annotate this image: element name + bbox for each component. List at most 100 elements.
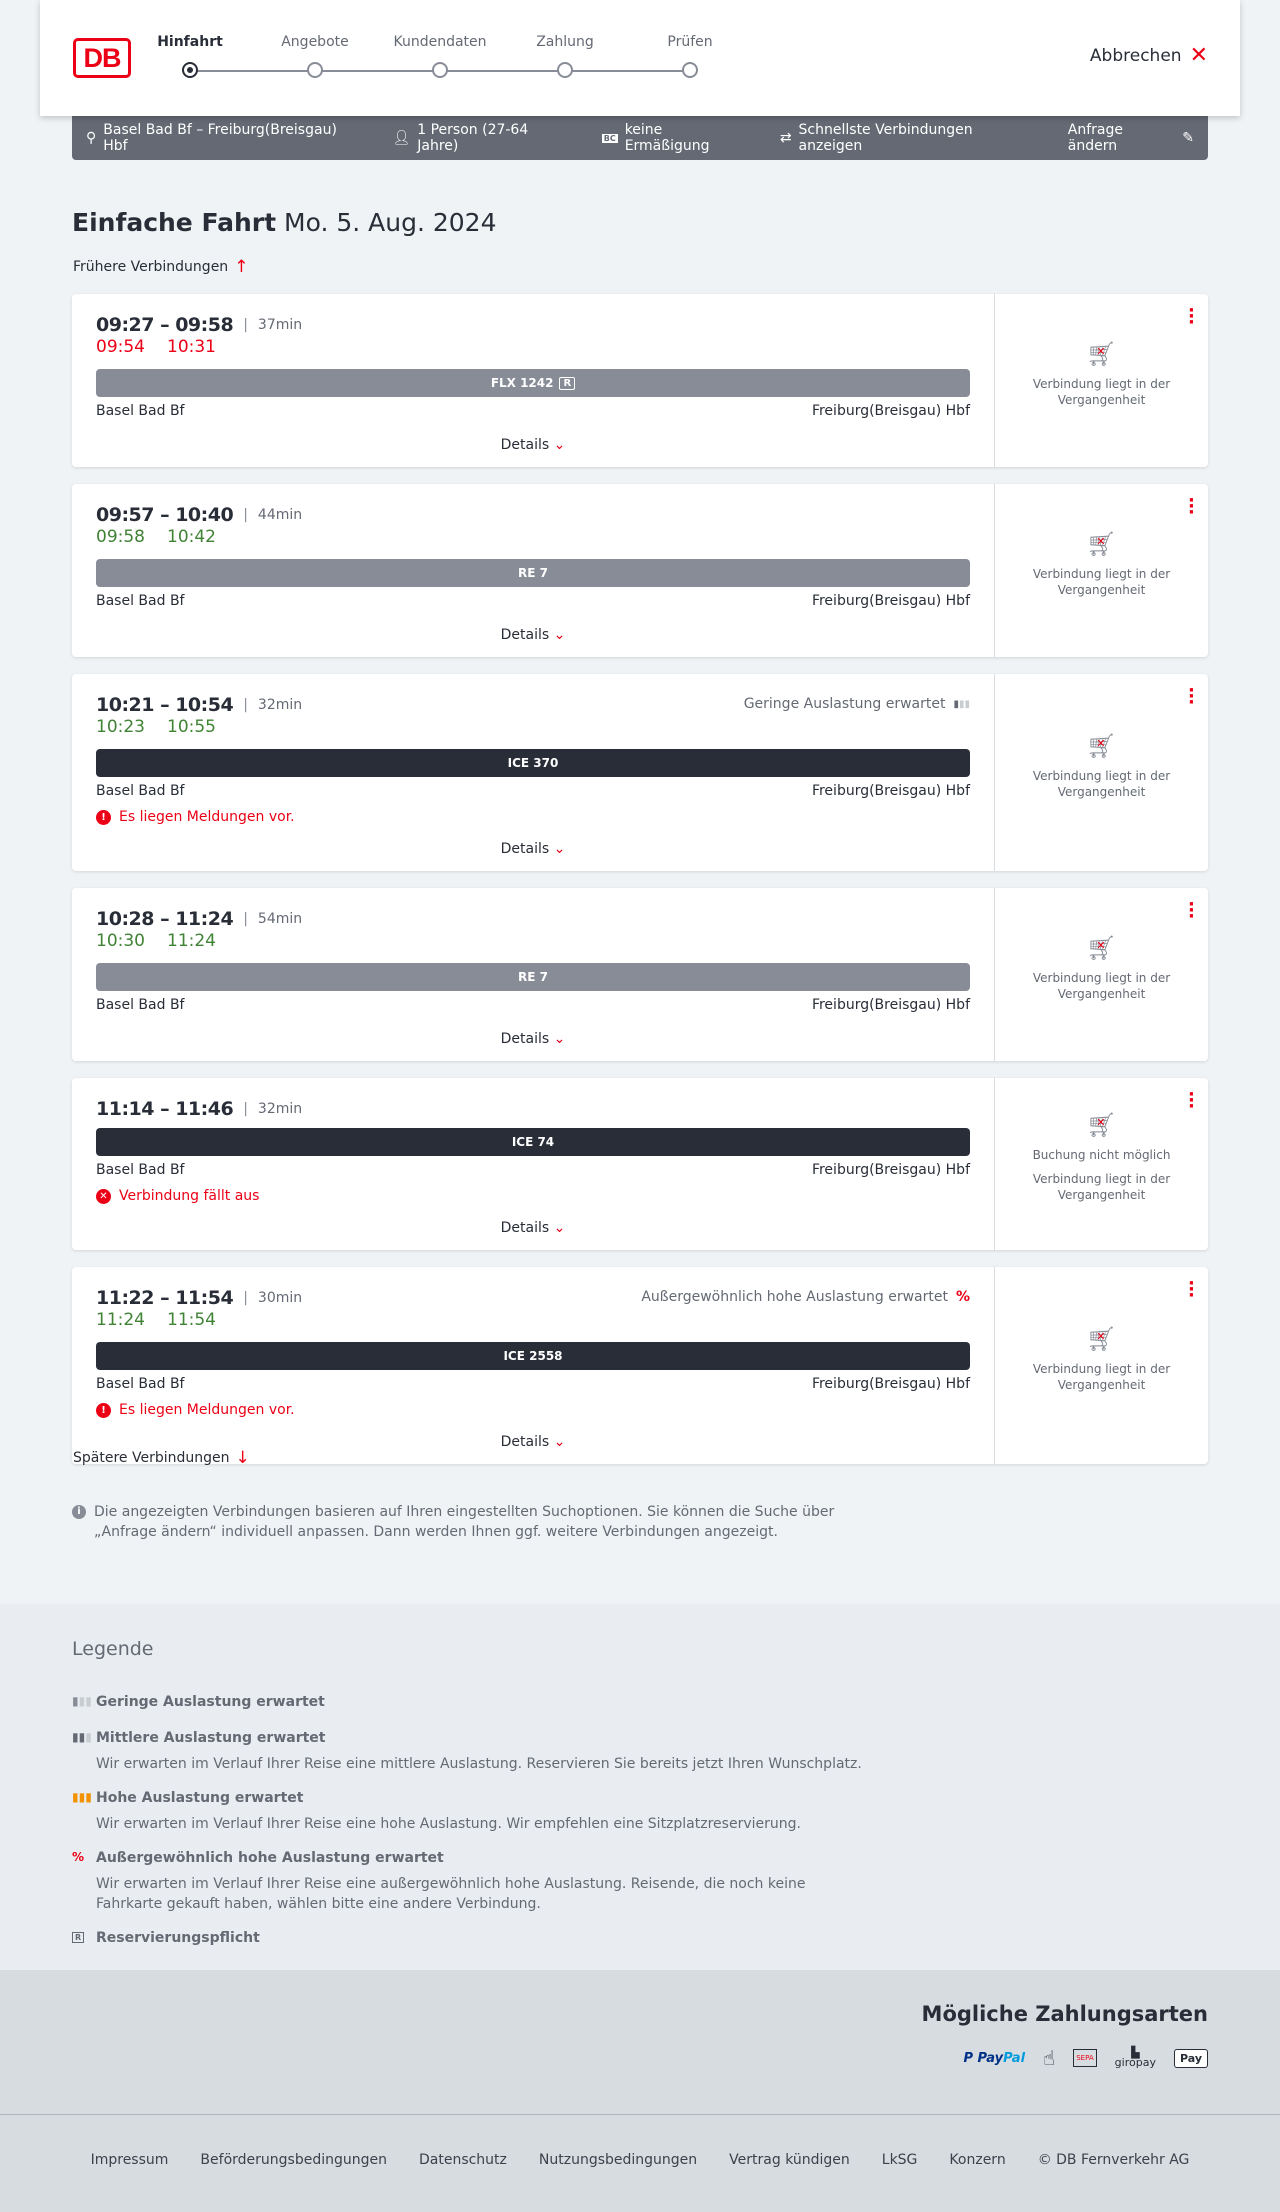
realtime-departure: 10:30: [96, 931, 145, 951]
connection-main[interactable]: 11:22 – 11:54 | 30min Außergewöhnlich hohe …: [72, 1267, 994, 1464]
details-toggle[interactable]: Details ⌄: [96, 437, 970, 457]
more-options-icon[interactable]: · · ·: [1188, 490, 1195, 523]
planned-times: 10:21 – 10:54: [96, 694, 234, 716]
planned-times: 11:22 – 11:54: [96, 1287, 234, 1309]
later-label: Spätere Verbindungen: [73, 1450, 230, 1466]
later-connections-button[interactable]: Spätere Verbindungen ↓: [73, 1448, 250, 1468]
apple-pay-icon: Pay: [1173, 2048, 1208, 2068]
realtime-departure: 11:24: [96, 1310, 145, 1330]
connection-main[interactable]: 09:27 – 09:58 | 37min 09:54 10:31 FLX 1242 R Ba…: [72, 294, 994, 467]
trip-date: Mo. 5. Aug. 2024: [284, 208, 497, 237]
footer-links: Impressum Beförderungsbedingungen Datensch…: [0, 2152, 1280, 2168]
more-options-icon[interactable]: · · ·: [1188, 1273, 1195, 1306]
step-dot: [432, 62, 448, 78]
planned-times: 10:28 – 11:24: [96, 908, 234, 930]
legend-item-title: Außergewöhnlich hohe Auslastung erwartet: [96, 1850, 444, 1866]
cancel-button[interactable]: Abbrechen ✕: [1090, 43, 1208, 68]
details-label: Details: [500, 841, 550, 857]
step-label: Kundendaten: [393, 34, 487, 50]
exclamation-icon: !: [96, 809, 111, 825]
details-toggle[interactable]: Details ⌄: [96, 1031, 970, 1051]
train-bar[interactable]: ICE 2558: [96, 1342, 970, 1370]
footer-link[interactable]: Konzern: [949, 2152, 1006, 2168]
step-angebote: Angebote: [255, 34, 375, 78]
step-label: Prüfen: [667, 34, 713, 50]
footer-link[interactable]: Beförderungsbedingungen: [200, 2152, 387, 2168]
fastest-text: Schnellste Verbindungen anzeigen: [798, 122, 973, 154]
separator: |: [243, 697, 248, 713]
duration: 30min: [257, 1290, 303, 1306]
details-toggle[interactable]: Details ⌄: [96, 841, 970, 861]
arrival-station: Freiburg(Breisgau) Hbf: [811, 1376, 970, 1392]
cart-unavailable-icon: 🛒︎ ✕: [1086, 731, 1117, 760]
train-bar[interactable]: ICE 74: [96, 1128, 970, 1156]
footer-link[interactable]: Nutzungsbedingungen: [538, 2152, 698, 2168]
occupancy-high-icon: ▮▮▮: [72, 1790, 92, 1804]
cart-unavailable-icon: 🛒︎ ✕: [1086, 1324, 1117, 1353]
cancel-circle-icon: ✕: [96, 1188, 111, 1204]
footer-link[interactable]: © DB Fernverkehr AG: [1037, 2152, 1190, 2168]
departure-station: Basel Bad Bf: [96, 1376, 185, 1392]
credit-card-icon: ☝: [1043, 2046, 1056, 2070]
train-name: RE 7: [518, 970, 548, 984]
realtime-arrival: 10:55: [167, 717, 216, 737]
train-bar[interactable]: ICE 370: [96, 749, 970, 777]
train-bar[interactable]: RE 7: [96, 559, 970, 587]
connection-main[interactable]: 09:57 – 10:40 | 44min 09:58 10:42 RE 7 Basel B…: [72, 484, 994, 657]
train-bar[interactable]: RE 7: [96, 963, 970, 991]
search-summary-bar: ⚲ Basel Bad Bf – Freiburg(Breisgau) Hbf 👤…: [72, 116, 1208, 160]
booking-panel: · · · 🛒︎ ✕ Verbindung liegt in der Vergangenh…: [994, 484, 1208, 657]
train-bar[interactable]: FLX 1242 R: [96, 369, 970, 397]
step-dot: [182, 62, 198, 78]
earlier-label: Frühere Verbindungen: [73, 259, 229, 275]
payment-title: Mögliche Zahlungsarten: [921, 2002, 1208, 2026]
cart-unavailable-icon: 🛒︎ ✕: [1086, 933, 1117, 962]
footer-link[interactable]: Datenschutz: [418, 2152, 507, 2168]
legend-item-exceptional: % Außergewöhnlich hohe Auslastung erwarte…: [72, 1850, 872, 1914]
cart-unavailable-icon: 🛒︎ ✕: [1086, 1111, 1117, 1139]
more-options-icon[interactable]: · · ·: [1188, 894, 1195, 927]
step-dot: [682, 62, 698, 78]
duration: 37min: [257, 317, 303, 333]
details-label: Details: [500, 1434, 550, 1450]
separator: |: [243, 507, 248, 523]
edit-request-button[interactable]: Anfrage ändern ✎: [1068, 122, 1194, 154]
legend-item-high: ▮▮▮ Hohe Auslastung erwartet Wir erwarten …: [72, 1790, 872, 1834]
edit-label: Anfrage ändern: [1067, 122, 1123, 154]
cart-unavailable-icon: 🛒︎ ✕: [1086, 529, 1117, 558]
more-options-icon[interactable]: · · ·: [1188, 680, 1195, 713]
footer-divider: [0, 2114, 1280, 2115]
legend-item-title: Reservierungspflicht: [96, 1930, 260, 1946]
connection-main[interactable]: 11:14 – 11:46 | 32min ICE 74 Basel Bad Bf Fre…: [72, 1078, 994, 1250]
connection-main[interactable]: 10:21 – 10:54 | 32min Geringe Auslastung er…: [72, 674, 994, 871]
connection-main[interactable]: 10:28 – 11:24 | 54min 10:30 11:24 RE 7 Basel B…: [72, 888, 994, 1061]
header: DB Hinfahrt Angebote Kundendaten Zahlung Prü…: [40, 0, 1240, 116]
db-logo[interactable]: DB: [73, 38, 131, 78]
giropay-icon: ▙ giropay: [1114, 2046, 1156, 2069]
details-toggle[interactable]: Details ⌄: [96, 1220, 970, 1240]
footer-link[interactable]: Impressum: [90, 2152, 169, 2168]
more-options-icon[interactable]: · · ·: [1188, 1084, 1195, 1117]
discount-summary: BC keine Ermäßigung: [601, 122, 750, 154]
exclamation-icon: !: [96, 1402, 111, 1418]
earlier-connections-button[interactable]: Frühere Verbindungen ↑: [73, 257, 248, 277]
footer-link[interactable]: Vertrag kündigen: [729, 2152, 850, 2168]
sepa-icon: SEPA: [1073, 2049, 1097, 2067]
realtime-arrival: 10:31: [167, 337, 216, 357]
close-icon: ✕: [1189, 43, 1208, 68]
footer-link[interactable]: LkSG: [881, 2152, 918, 2168]
details-toggle[interactable]: Details ⌄: [96, 627, 970, 647]
person-icon: 👤︎: [392, 130, 411, 146]
departure-station: Basel Bad Bf: [96, 783, 185, 799]
info-text: Die angezeigten Verbindungen basieren au…: [94, 1504, 835, 1540]
realtime-departure: 09:58: [96, 527, 145, 547]
legend-item-title: Hohe Auslastung erwartet: [96, 1790, 304, 1806]
arrival-station: Freiburg(Breisgau) Hbf: [811, 1162, 970, 1178]
connection-card: 11:22 – 11:54 | 30min Außergewöhnlich hohe …: [72, 1267, 1208, 1464]
realtime-times: 11:24 11:54: [96, 1310, 970, 1334]
occupancy-text: Geringe Auslastung erwartet: [743, 696, 946, 712]
more-options-icon[interactable]: · · ·: [1188, 300, 1195, 333]
arrival-station: Freiburg(Breisgau) Hbf: [811, 783, 970, 799]
details-toggle[interactable]: Details ⌄: [96, 1434, 970, 1454]
persons-text: 1 Person (27-64 Jahre): [417, 122, 529, 154]
